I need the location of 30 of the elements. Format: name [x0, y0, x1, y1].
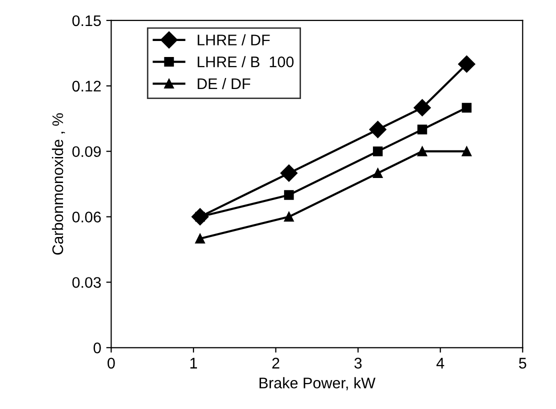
point: [284, 190, 294, 200]
legend-label: DE / DF: [198, 78, 250, 90]
x-tick-label: 4: [436, 358, 444, 368]
legend-label: LHRE / B 100: [198, 56, 294, 68]
y-tick-label: 0.03: [72, 277, 101, 288]
point: [417, 124, 428, 134]
x-tick-label: 2: [272, 358, 280, 368]
point: [372, 146, 383, 156]
y-axis-title: Carbonmonoxide , %: [52, 113, 65, 255]
point: [280, 164, 298, 182]
point: [414, 99, 431, 116]
point: [195, 234, 205, 244]
x-tick-label: 5: [519, 358, 526, 369]
point: [462, 102, 472, 113]
x-tick-label: 0: [108, 358, 115, 369]
legend-label: LHRE / DF: [198, 34, 270, 46]
x-axis-title: Brake Power, kW: [260, 377, 376, 390]
x-tick-label: 3: [354, 358, 362, 369]
y-tick-label: 0.15: [72, 15, 101, 26]
point: [369, 120, 386, 138]
point: [462, 146, 472, 156]
point: [372, 168, 383, 178]
point: [417, 146, 428, 156]
y-tick-label: 0.12: [72, 80, 101, 92]
x-tick-label: 1: [190, 358, 197, 368]
point: [284, 212, 294, 222]
y-tick-label: 0.09: [72, 146, 101, 158]
y-tick-label: 0.06: [72, 212, 101, 222]
point: [458, 56, 476, 73]
y-tick-label: 0: [94, 342, 101, 354]
